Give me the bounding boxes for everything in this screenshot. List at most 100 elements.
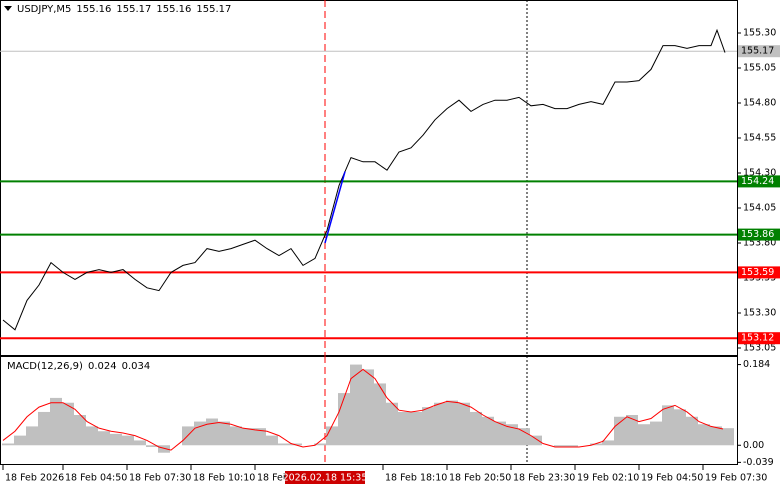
last-price-box — [738, 45, 780, 58]
x-tick-label: 19 Feb 02:10 — [577, 473, 639, 484]
x-tick-label: 19 Feb 07:30 — [705, 473, 767, 484]
macd-header: MACD(12,26,9) 0.024 0.034 — [7, 361, 155, 372]
histogram-bar — [266, 435, 278, 446]
level-label-box — [738, 228, 780, 241]
histogram-bar — [338, 393, 350, 446]
ohlc-low: 155.16 — [156, 4, 192, 15]
plot-frame — [0, 0, 738, 356]
histogram-bar — [110, 433, 122, 446]
histogram-bar — [74, 415, 86, 446]
histogram-bar — [458, 402, 470, 446]
level-label: 154.24 — [741, 176, 774, 187]
symbol: USDJPY,M5 — [17, 4, 72, 15]
ohlc-high: 155.17 — [116, 4, 152, 15]
y-tick-label: 0.184 — [743, 359, 770, 370]
histogram-bar — [86, 426, 98, 446]
histogram-bar — [206, 418, 218, 446]
chart-header: USDJPY,M5 155.16 155.17 155.16 155.17 — [2, 4, 236, 15]
level-label: 153.12 — [741, 333, 774, 344]
histogram-bar — [38, 411, 50, 446]
y-tick-label: 154.30 — [743, 168, 776, 179]
histogram-bar — [422, 407, 434, 446]
y-tick-label: 153.30 — [743, 308, 776, 319]
plot-frame — [0, 356, 738, 465]
y-tick-label: 155.30 — [743, 28, 776, 39]
macd-value: 0.024 — [87, 361, 117, 372]
histogram-bar — [434, 402, 446, 446]
y-tick-label: 154.55 — [743, 133, 776, 144]
histogram-bar — [482, 416, 494, 446]
histogram-bar — [146, 445, 158, 448]
y-tick-label: 153.80 — [743, 238, 776, 249]
x-tick-label: 18 Feb 20:50 — [449, 473, 511, 484]
histogram-bar — [326, 426, 338, 446]
histogram-bar — [554, 445, 566, 448]
histogram-bar — [134, 440, 146, 446]
x-tick-label: 18 Feb 04:50 — [65, 473, 127, 484]
histogram-bar — [254, 428, 266, 446]
histogram-bar — [278, 443, 290, 446]
y-tick-label: 154.80 — [743, 98, 776, 109]
histogram-bar — [230, 426, 242, 446]
histogram-bar — [386, 402, 398, 446]
histogram-bar — [674, 409, 686, 446]
x-tick-label: 19 Feb 04:50 — [641, 473, 703, 484]
level-label: 153.59 — [741, 267, 774, 278]
histogram-bar — [398, 411, 410, 446]
histogram-bar — [350, 364, 362, 446]
histogram-bar — [218, 421, 230, 446]
histogram-bar — [410, 411, 422, 446]
histogram-bar — [26, 426, 38, 446]
histogram-bar — [722, 428, 734, 446]
y-tick-label: 0.00 — [743, 440, 764, 451]
signal-line — [2, 368, 724, 451]
histogram-bar — [494, 421, 506, 446]
x-tick-label: 18 Feb 23:30 — [513, 473, 575, 484]
histogram-bar — [506, 424, 518, 446]
y-tick-label: 154.05 — [743, 203, 776, 214]
menu-icon[interactable] — [4, 6, 12, 11]
macd-title: MACD(12,26,9) — [7, 361, 83, 372]
histogram-bar — [62, 402, 74, 446]
x-tick-label: 18 Feb 07:30 — [129, 473, 191, 484]
histogram-bar — [530, 435, 542, 446]
histogram-bar — [662, 405, 674, 446]
ohlc-close: 155.17 — [196, 4, 232, 15]
signal-value: 0.034 — [121, 361, 151, 372]
histogram-bar — [14, 435, 26, 446]
histogram-bar — [518, 428, 530, 446]
ohlc-open: 155.16 — [76, 4, 112, 15]
y-tick-label: 153.05 — [743, 343, 776, 354]
histogram-bar — [446, 400, 458, 446]
histogram-bar — [122, 435, 134, 446]
trend-line — [324, 171, 346, 244]
x-tick-label: 18 Feb 2026 — [5, 473, 64, 484]
level-label-box — [738, 175, 780, 188]
level-label-box — [738, 266, 780, 279]
histogram-bar — [1, 443, 14, 446]
last-price-label: 155.17 — [741, 46, 774, 57]
histogram-bar — [698, 424, 710, 446]
histogram-bar — [626, 415, 638, 446]
histogram-bar — [50, 397, 62, 446]
histogram-bar — [158, 445, 170, 453]
histogram-bar — [686, 416, 698, 446]
y-tick-label: 155.05 — [743, 63, 776, 74]
histogram-bar — [614, 416, 626, 446]
x-tick-label: 18 Feb 18:10 — [385, 473, 447, 484]
histogram-bar — [290, 443, 302, 446]
level-label: 153.86 — [741, 229, 774, 240]
crosshair-label: 2026.02.18 15:35 — [283, 473, 368, 484]
histogram-bar — [590, 443, 602, 446]
level-label-box — [738, 332, 780, 345]
histogram-bar — [314, 443, 326, 446]
histogram-bar — [602, 440, 614, 446]
histogram-bar — [374, 383, 386, 446]
histogram-bar — [362, 369, 374, 446]
histogram-bar — [566, 445, 578, 448]
histogram-bar — [710, 426, 722, 446]
price-line — [2, 28, 726, 331]
histogram-bar — [98, 431, 110, 446]
